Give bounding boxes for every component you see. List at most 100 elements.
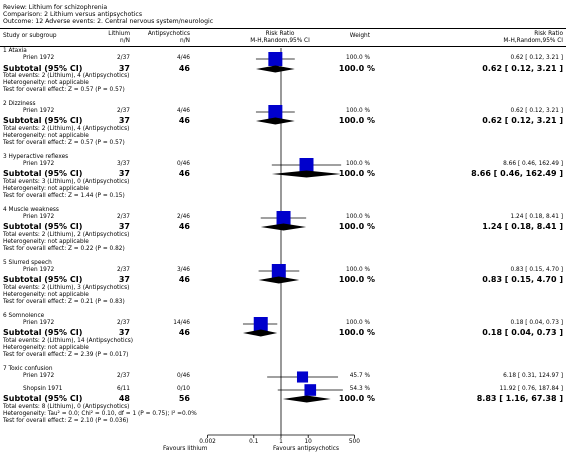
study-weight: 100.0 %	[346, 55, 370, 61]
study-weight: 100.0 %	[346, 320, 370, 326]
subtotal-note: Test for overall effect: Z = 2.10 (P = 0…	[3, 418, 129, 424]
subtotal-weight: 100.0 %	[338, 169, 375, 178]
study-exp-events: 6/11	[116, 386, 130, 392]
study-exp-events: 3/37	[116, 161, 130, 167]
study-ctl-events: 14/46	[173, 320, 190, 326]
study-weight: 45.7 %	[349, 373, 370, 379]
study-weight: 100.0 %	[346, 161, 370, 167]
study-name: Prien 1972	[23, 108, 55, 114]
study-exp-events: 2/37	[116, 320, 130, 326]
subtotal-label: Subtotal (95% CI)	[3, 328, 83, 337]
subtotal-diamond	[255, 117, 295, 125]
study-name: Prien 1972	[23, 267, 55, 273]
col-exp-sub: n/N	[120, 38, 130, 44]
favours-left-label: Favours lithium	[163, 446, 208, 452]
subtotal-diamond	[258, 276, 300, 284]
subtotal-note: Test for overall effect: Z = 0.21 (P = 0…	[3, 299, 125, 305]
subtotal-label: Subtotal (95% CI)	[3, 222, 83, 231]
study-effect-box	[271, 264, 286, 278]
study-ctl-events: 3/46	[176, 267, 190, 273]
col-rr: Risk Ratio	[534, 31, 563, 37]
study-weight: 100.0 %	[346, 108, 370, 114]
subtotal-ctl: 46	[178, 328, 190, 337]
subtotal-label: Subtotal (95% CI)	[3, 116, 83, 125]
study-effect-box	[268, 52, 283, 66]
study-effect-box	[296, 371, 309, 383]
study-effect-box	[276, 211, 291, 225]
subtotal-note: Heterogeneity: Tau² = 0.0; Chi² = 0.10, …	[3, 411, 197, 417]
study-effect-box	[299, 158, 314, 172]
subtotal-weight: 100.0 %	[338, 275, 375, 284]
study-rr-ci: 0.62 [ 0.12, 3.21 ]	[510, 108, 563, 114]
study-weight: 100.0 %	[346, 267, 370, 273]
study-name: Prien 1972	[23, 214, 55, 220]
subgroup-title: 1 Ataxia	[3, 48, 27, 54]
study-ctl-events: 4/46	[176, 55, 190, 61]
subtotal-note: Heterogeneity: not applicable	[3, 133, 89, 139]
col-ctl-sub: n/N	[180, 38, 190, 44]
subtotal-note: Test for overall effect: Z = 0.22 (P = 0…	[3, 246, 125, 252]
subtotal-rr-ci: 8.66 [ 0.46, 162.49 ]	[471, 169, 563, 178]
col-rr-plot-sub: M-H,Random,95% CI	[250, 38, 310, 44]
study-name: Prien 1972	[23, 320, 55, 326]
subtotal-note: Heterogeneity: not applicable	[3, 292, 89, 298]
col-rr-plot: Risk Ratio	[265, 31, 295, 37]
subgroup-title: 4 Muscle weakness	[3, 207, 59, 213]
study-name: Prien 1972	[23, 55, 55, 61]
subtotal-exp: 37	[118, 116, 130, 125]
subtotal-diamond	[260, 223, 307, 231]
header-bottom-rule	[0, 46, 566, 47]
study-effect-box	[268, 105, 283, 119]
x-axis-tick-label: 500	[348, 439, 360, 445]
study-exp-events: 2/37	[116, 108, 130, 114]
subtotal-exp: 37	[118, 328, 130, 337]
subtotal-rr-ci: 0.18 [ 0.04, 0.73 ]	[482, 328, 563, 337]
subtotal-label: Subtotal (95% CI)	[3, 169, 83, 178]
subtotal-note: Total events: 2 (Lithium), 4 (Antipsycho…	[3, 126, 130, 132]
subtotal-exp: 48	[118, 394, 130, 403]
subtotal-label: Subtotal (95% CI)	[3, 394, 83, 403]
subtotal-note: Total events: 2 (Lithium), 2 (Antipsycho…	[3, 232, 130, 238]
study-ctl-events: 0/10	[176, 386, 190, 392]
study-ctl-events: 4/46	[176, 108, 190, 114]
study-weight: 100.0 %	[346, 214, 370, 220]
study-weight: 54.3 %	[349, 386, 370, 392]
study-ctl-events: 0/46	[176, 373, 190, 379]
subtotal-exp: 37	[118, 169, 130, 178]
study-ctl-events: 2/46	[176, 214, 190, 220]
study-rr-ci: 11.92 [ 0.76, 187.84 ]	[499, 386, 563, 392]
subtotal-weight: 100.0 %	[338, 328, 375, 337]
subtotal-ctl: 46	[178, 222, 190, 231]
subtotal-weight: 100.0 %	[338, 116, 375, 125]
study-rr-ci: 0.83 [ 0.15, 4.70 ]	[510, 267, 563, 273]
header-top-rule	[0, 28, 566, 29]
x-axis-tick-label: 0.1	[249, 439, 259, 445]
study-rr-ci: 1.24 [ 0.18, 8.41 ]	[510, 214, 563, 220]
subtotal-label: Subtotal (95% CI)	[3, 275, 83, 284]
study-effect-box	[304, 384, 317, 396]
subtotal-note: Total events: 8 (Lithium), 0 (Antipsycho…	[3, 404, 130, 410]
subtotal-note: Total events: 2 (Lithium), 14 (Antipsych…	[3, 338, 134, 344]
review-title: Review: Lithium for schizophrenia	[3, 4, 108, 11]
outcome-title: Outcome: 12 Adverse events: 2. Central n…	[3, 18, 214, 25]
x-axis-tick-label: 1	[279, 439, 283, 445]
col-study: Study or subgroup	[3, 33, 57, 39]
col-ctl: Antipsychotics	[147, 31, 190, 37]
study-rr-ci: 0.62 [ 0.12, 3.21 ]	[510, 55, 563, 61]
study-name: Shopsin 1971	[23, 386, 63, 392]
col-weight: Weight	[349, 33, 370, 39]
subtotal-diamond	[255, 65, 295, 73]
subgroup-title: 2 Dizziness	[3, 101, 36, 107]
study-name: Prien 1972	[23, 373, 55, 379]
col-rr-sub: M-H,Random,95% CI	[503, 38, 563, 44]
subtotal-exp: 37	[118, 222, 130, 231]
study-name: Prien 1972	[23, 161, 55, 167]
subtotal-note: Test for overall effect: Z = 1.44 (P = 0…	[3, 193, 125, 199]
subtotal-exp: 37	[118, 64, 130, 73]
subtotal-note: Total events: 3 (Lithium), 0 (Antipsycho…	[3, 179, 130, 185]
subgroup-title: 3 Hyperactive reflexes	[3, 154, 69, 160]
subtotal-ctl: 46	[178, 116, 190, 125]
study-rr-ci: 0.18 [ 0.04, 0.73 ]	[510, 320, 563, 326]
subtotal-note: Test for overall effect: Z = 0.57 (P = 0…	[3, 140, 125, 146]
